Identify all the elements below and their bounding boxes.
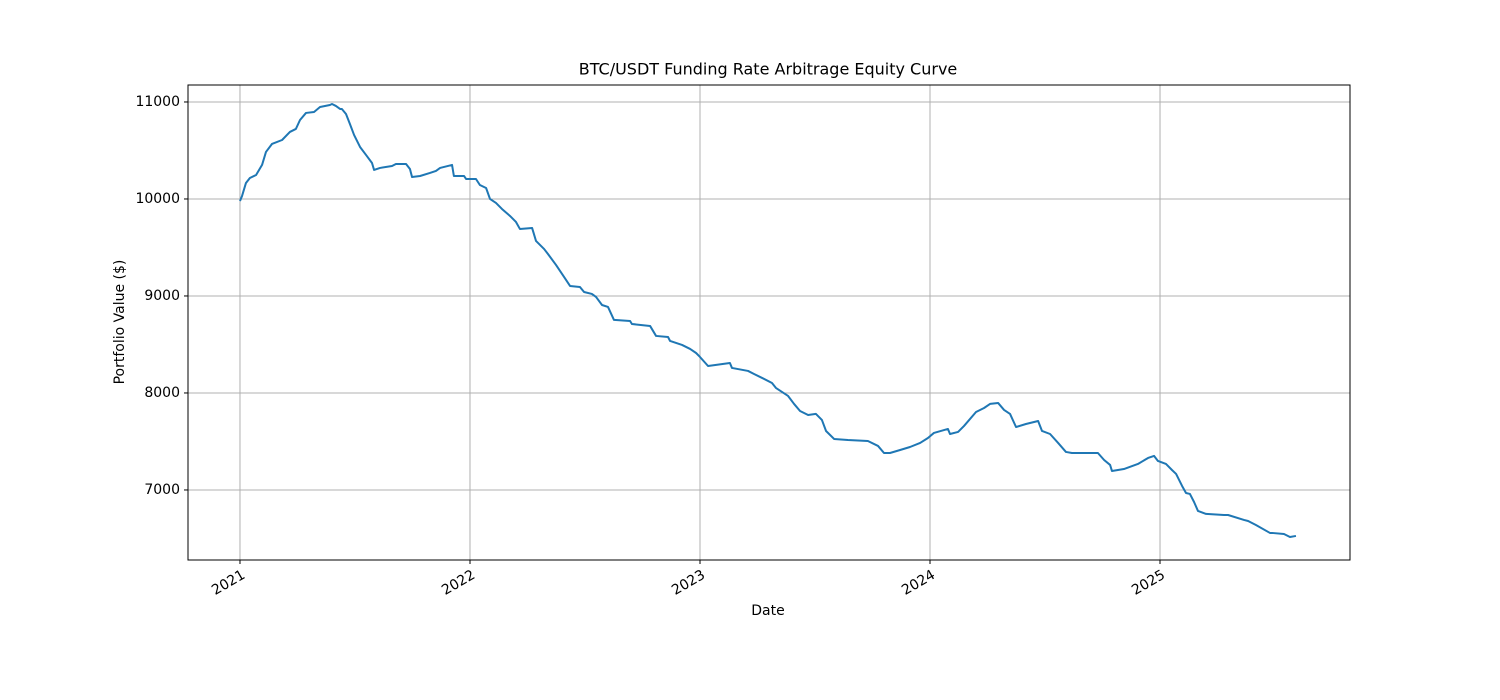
x-tick-label: 2021 — [209, 567, 248, 599]
x-tick-label: 2025 — [1129, 567, 1168, 599]
x-tick-label: 2022 — [439, 567, 478, 599]
y-tick-label: 8000 — [144, 385, 180, 401]
chart-title: BTC/USDT Funding Rate Arbitrage Equity C… — [579, 60, 958, 79]
line-series — [239, 103, 1297, 539]
y-tick-label: 9000 — [144, 288, 180, 304]
plot-frame — [187, 84, 1351, 561]
x-tick-label: 2024 — [899, 567, 938, 599]
x-tick-label: 2023 — [669, 567, 708, 599]
y-tick-label: 7000 — [144, 482, 180, 498]
y-tick-label: 10000 — [135, 191, 180, 207]
y-axis-label: Portfolio Value ($) — [112, 260, 128, 385]
x-axis-label: Date — [751, 603, 784, 619]
y-tick-label: 11000 — [135, 94, 180, 110]
